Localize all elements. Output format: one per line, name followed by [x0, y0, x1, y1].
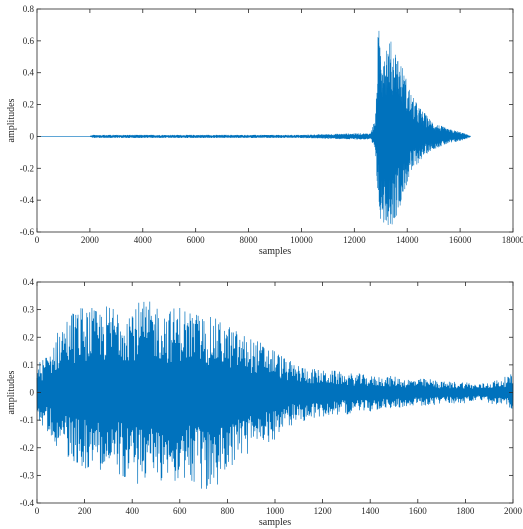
y-tick-label: -0.4: [20, 498, 35, 508]
y-tick-label: 0.6: [23, 36, 35, 46]
x-tick-label: 1800: [456, 506, 475, 516]
axes-box: [36, 8, 514, 233]
y-tick-label: -0.6: [20, 227, 35, 237]
x-tick-label: 1000: [266, 506, 285, 516]
x-tick-label: 12000: [343, 235, 366, 245]
y-tick-label: 0: [30, 131, 35, 141]
x-axis-label: samples: [259, 246, 291, 257]
y-tick-label: 0.2: [23, 332, 34, 342]
y-axis-label: amplitudes: [6, 370, 17, 414]
x-tick-label: 1200: [314, 506, 333, 516]
x-tick-label: 10000: [290, 235, 313, 245]
top-panel: 0 2000 4000 6000 8000 10000 12000 14000 16000 180…: [6, 4, 523, 257]
y-tick-label: -0.2: [20, 443, 34, 453]
x-tick-label: 6000: [187, 235, 206, 245]
x-tick-label: 0: [35, 506, 40, 516]
x-tick-label: 18000: [502, 235, 523, 245]
y-tick-label: 0.1: [23, 360, 34, 370]
y-tick-label: -0.1: [20, 415, 34, 425]
x-tick-label: 8000: [240, 235, 259, 245]
x-tick-label: 400: [125, 506, 139, 516]
x-tick-label: 200: [78, 506, 92, 516]
y-tick-label: 0.2: [23, 100, 34, 110]
y-tick-label: -0.2: [20, 163, 34, 173]
signal-line: [36, 301, 514, 489]
x-tick-label: 14000: [396, 235, 419, 245]
x-tick-label: 600: [173, 506, 187, 516]
y-tick-label: 0.4: [23, 277, 35, 287]
y-tick-label: -0.4: [20, 195, 35, 205]
x-tick-label: 1600: [409, 506, 428, 516]
y-tick-label: 0.8: [23, 4, 35, 14]
x-tick-label: 800: [221, 506, 235, 516]
x-tick-label: 0: [35, 235, 40, 245]
x-tick-label: 1400: [361, 506, 380, 516]
y-axis-label: amplitudes: [6, 98, 17, 142]
signal-line: [37, 30, 471, 225]
y-tick-label: 0: [30, 388, 35, 398]
y-tick-label: 0.3: [23, 305, 35, 315]
x-tick-label: 2000: [81, 235, 100, 245]
x-axis-label: samples: [259, 517, 291, 528]
bottom-panel: 0 200 400 600 800 1000 1200 1400 1600 1800 2000 -0.…: [6, 277, 523, 528]
x-tick-label: 4000: [134, 235, 153, 245]
y-tick-label: -0.3: [20, 470, 35, 480]
x-tick-label: 16000: [449, 235, 472, 245]
x-tick-label: 2000: [504, 506, 523, 516]
y-tick-label: 0.4: [23, 68, 35, 78]
